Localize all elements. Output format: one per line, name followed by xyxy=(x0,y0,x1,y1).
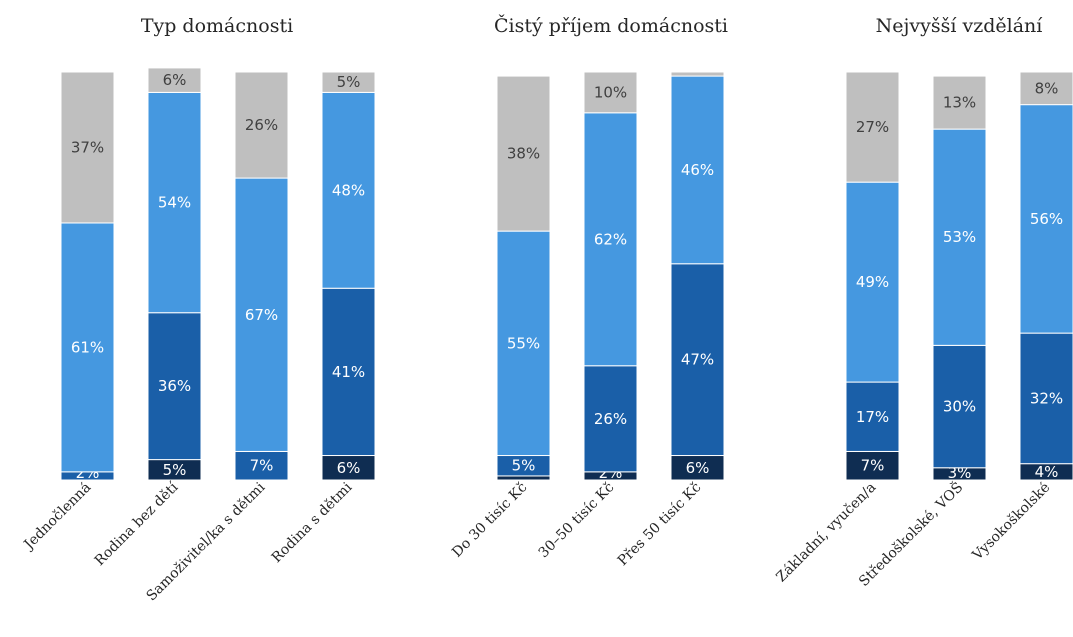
bar-segment xyxy=(496,230,551,457)
bar-stack: 7% 17% 49% 27% xyxy=(845,71,900,481)
data-label: 38% xyxy=(507,145,540,163)
bar-stack: 5% 55% 38% xyxy=(496,75,551,481)
data-label: 6% xyxy=(163,71,187,89)
category-label: 30–50 tisíc Kč xyxy=(536,479,618,561)
bar-segment xyxy=(932,75,987,130)
data-label: 5% xyxy=(512,457,536,475)
chart-panel-1: Typ domácnosti2%61%37%Jednočlenná5%36%54… xyxy=(20,15,376,604)
panel-title: Nejvyšší vzdělání xyxy=(876,15,1044,37)
data-label: 56% xyxy=(1030,210,1063,228)
bar-segment xyxy=(60,222,115,473)
bar-segment xyxy=(147,91,202,314)
bar-segment xyxy=(583,365,638,473)
bar-segment xyxy=(845,381,900,452)
data-label: 30% xyxy=(943,398,976,416)
bar-segment xyxy=(321,455,376,481)
data-label: 54% xyxy=(158,194,191,212)
category-label: Rodina bez dětí xyxy=(92,479,182,569)
data-label: 53% xyxy=(943,228,976,246)
data-label: 26% xyxy=(245,116,278,134)
data-label: 62% xyxy=(594,230,627,248)
bar-segment xyxy=(60,71,115,224)
bar-segment xyxy=(670,75,725,265)
bar-segment xyxy=(321,91,376,289)
category-label: Základní, vyučen/a xyxy=(773,480,879,586)
data-label: 6% xyxy=(337,459,361,477)
bar-segment xyxy=(234,450,289,481)
data-label: 26% xyxy=(594,410,627,428)
bar-segment xyxy=(670,71,725,77)
data-label: 4% xyxy=(1035,463,1059,481)
chart-panel-2: Čistý příjem domácnosti 5% 55% 38% Do 30 tis… xyxy=(449,14,728,569)
category-label: Přes 50 tisíc Kč xyxy=(615,479,705,569)
bar-segment xyxy=(496,75,551,232)
bar-stack: 3% 30% 53% 13% xyxy=(932,75,987,482)
data-label: 49% xyxy=(856,273,889,291)
data-label: 5% xyxy=(337,73,361,91)
data-label: 32% xyxy=(1030,389,1063,407)
bar-stack: 7% 67% 26% xyxy=(234,71,289,481)
bar-stack: 2%61%37% xyxy=(60,71,115,482)
panel-title: Čistý příjem domácnosti xyxy=(494,14,728,37)
bar-stack: 6% 47% 46% xyxy=(670,71,725,481)
data-label: 46% xyxy=(681,161,714,179)
bar-segment xyxy=(845,71,900,183)
data-label: 36% xyxy=(158,377,191,395)
bar-segment xyxy=(496,475,551,481)
category-label: Rodina s dětmi xyxy=(269,479,356,566)
data-label: 61% xyxy=(71,338,104,356)
data-label: 7% xyxy=(250,457,274,475)
bar-segment xyxy=(932,128,987,346)
data-label: 67% xyxy=(245,306,278,324)
category-label: Jednočlenná xyxy=(20,480,94,554)
data-label: 47% xyxy=(681,351,714,369)
data-label: 27% xyxy=(856,118,889,136)
data-label: 7% xyxy=(861,457,885,475)
data-label: 41% xyxy=(332,363,365,381)
bar-segment xyxy=(234,177,289,452)
panel-title: Typ domácnosti xyxy=(141,15,293,37)
bar-segment xyxy=(1019,104,1073,334)
bar-stack: 6% 41% 48% 5% xyxy=(321,71,376,481)
bar-segment xyxy=(670,263,725,457)
data-label: 8% xyxy=(1035,79,1059,97)
bar-stack: 5% 36% 54% 6% xyxy=(147,67,202,481)
category-label: Do 30 tisíc Kč xyxy=(449,479,530,560)
bar-segment xyxy=(234,71,289,179)
data-label: 13% xyxy=(943,94,976,112)
bar-segment xyxy=(147,312,202,461)
bar-segment xyxy=(321,71,376,93)
data-label: 48% xyxy=(332,181,365,199)
bar-segment xyxy=(1019,71,1073,106)
category-label: Vysokoškolské xyxy=(968,479,1053,564)
bar-segment xyxy=(583,71,638,114)
data-label: 6% xyxy=(686,459,710,477)
bar-segment xyxy=(845,181,900,383)
data-label: 37% xyxy=(71,138,104,156)
data-label: 10% xyxy=(594,83,627,101)
data-label: 55% xyxy=(507,334,540,352)
data-label: 3% xyxy=(948,464,972,482)
bar-stack: 2%26%62%10% xyxy=(583,71,638,482)
data-label: 17% xyxy=(856,408,889,426)
bar-segment xyxy=(583,112,638,367)
bar-segment xyxy=(932,344,987,469)
data-label: 5% xyxy=(163,461,187,479)
bar-stack: 4% 32% 56% 8% xyxy=(1019,71,1073,481)
bar-segment xyxy=(321,287,376,457)
bar-segment xyxy=(147,67,202,93)
bar-segment xyxy=(845,450,900,481)
chart-panel-3: Nejvyšší vzdělání 7% 17% 49% 27% Základní, vy… xyxy=(773,15,1073,590)
